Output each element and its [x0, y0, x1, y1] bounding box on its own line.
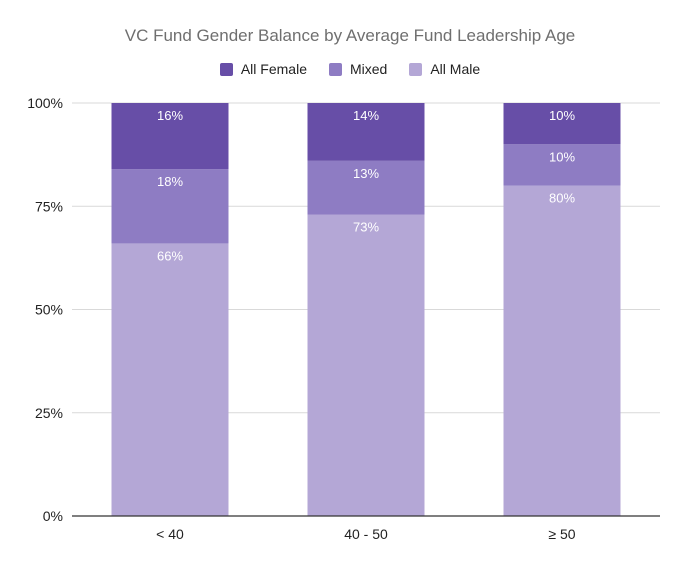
data-label: 80%: [549, 191, 575, 206]
legend-item-all-male: All Male: [409, 61, 480, 77]
bar-segment: [111, 103, 229, 170]
bar-segment: [503, 144, 621, 186]
legend-swatch-mixed: [328, 62, 342, 76]
chart-title: VC Fund Gender Balance by Average Fund L…: [124, 26, 576, 45]
data-label: 73%: [353, 220, 379, 235]
legend-label-mixed: Mixed: [349, 61, 388, 77]
data-label: 66%: [157, 248, 183, 263]
y-tick-label: 75%: [35, 198, 63, 214]
bar-segment: [307, 160, 425, 215]
y-tick-label: 100%: [27, 95, 63, 111]
data-label: 13%: [353, 166, 379, 181]
data-label: 10%: [549, 149, 575, 164]
y-tick-label: 25%: [35, 405, 63, 421]
legend-label-all-female: All Female: [240, 61, 307, 77]
legend-swatch-all-female: [219, 62, 233, 76]
bar-segment: [111, 169, 229, 244]
legend-label-all-male: All Male: [430, 61, 481, 77]
y-tick-label: 0%: [43, 508, 63, 524]
y-tick-label: 50%: [35, 302, 63, 318]
bar-segment: [307, 103, 425, 161]
bar-segment: [503, 103, 621, 145]
data-label: 14%: [353, 108, 379, 123]
legend-item-mixed: Mixed: [328, 61, 388, 77]
bar-segment: [503, 185, 621, 516]
legend: All Female Mixed All Male: [0, 61, 700, 77]
x-tick-label: 40 - 50: [344, 526, 388, 542]
data-label: 16%: [157, 108, 183, 123]
legend-swatch-all-male: [409, 62, 423, 76]
bar-segment: [111, 243, 229, 517]
x-tick-label: ≥ 50: [548, 526, 575, 542]
data-label: 18%: [157, 174, 183, 189]
x-tick-label: < 40: [156, 526, 184, 542]
legend-item-all-female: All Female: [219, 61, 307, 77]
data-label: 10%: [549, 108, 575, 123]
bar-segment: [307, 214, 425, 516]
